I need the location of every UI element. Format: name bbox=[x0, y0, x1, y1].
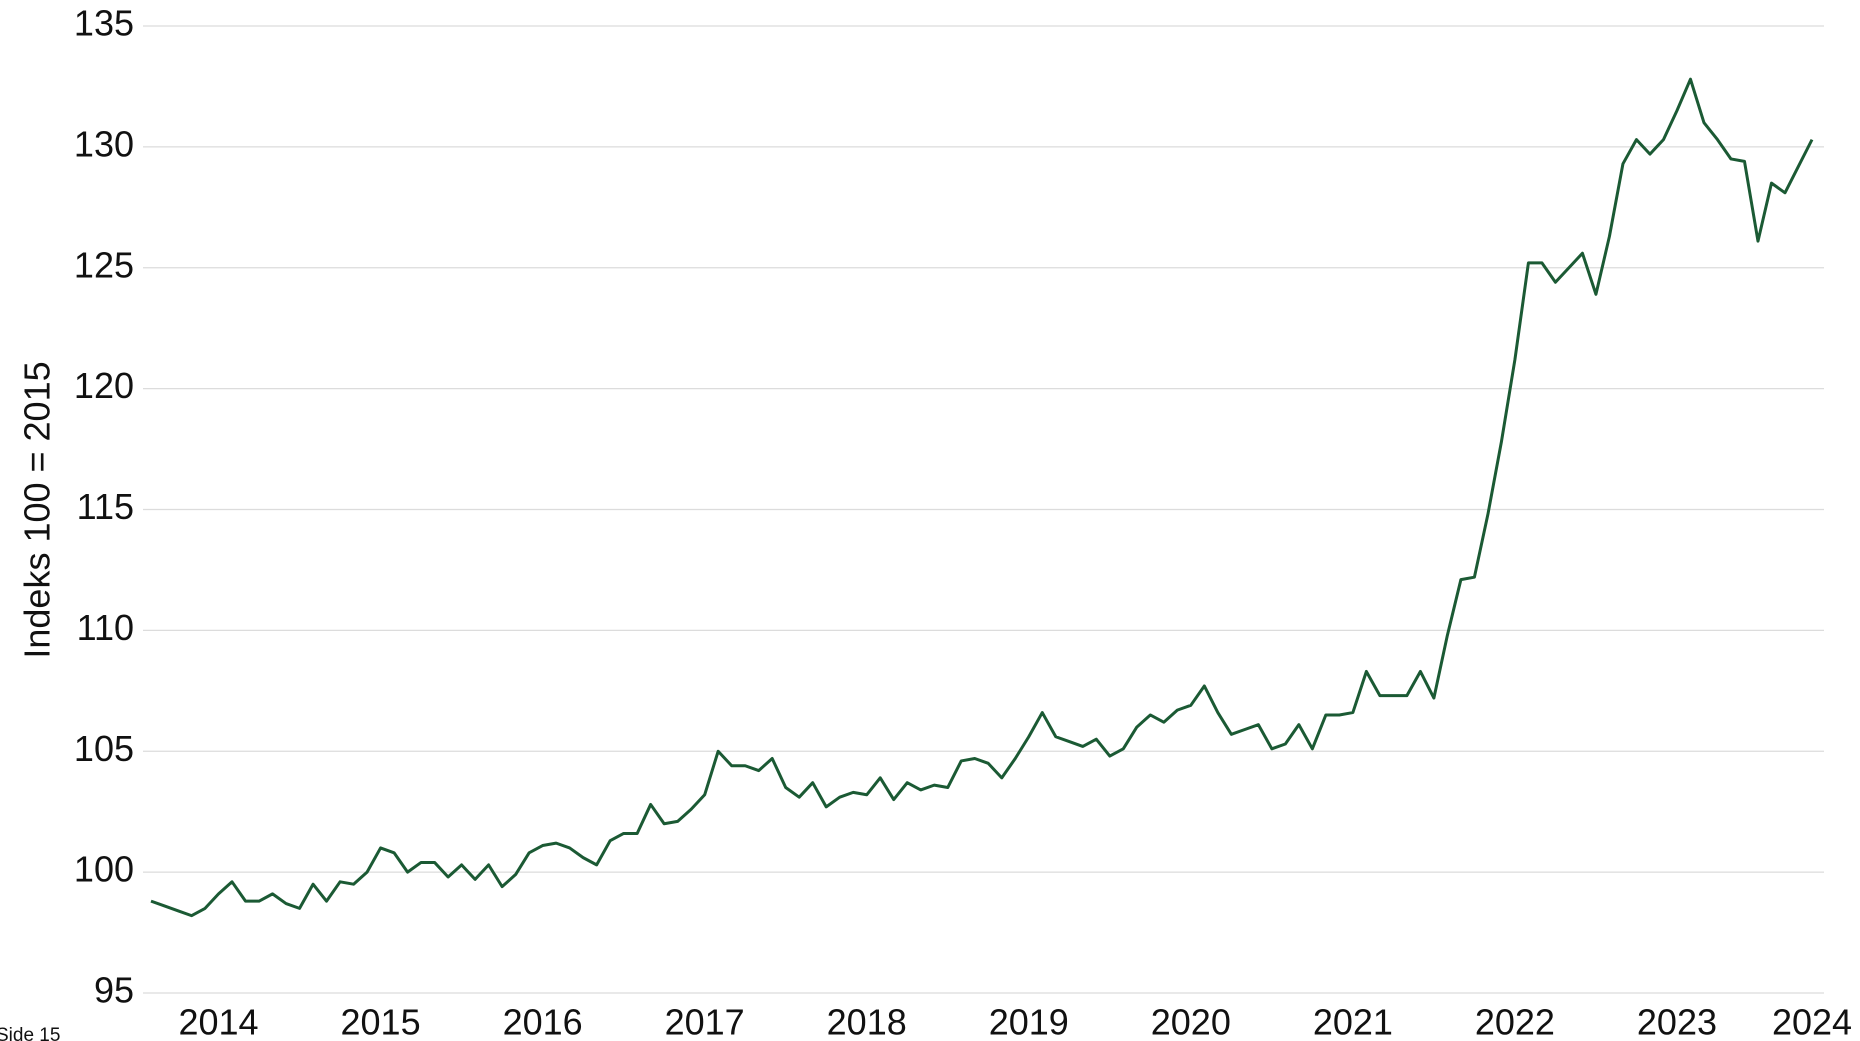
x-tick-label: 2019 bbox=[989, 1002, 1069, 1041]
y-axis-label: Indeks 100 = 2015 bbox=[17, 361, 58, 658]
y-tick-label: 130 bbox=[74, 123, 134, 164]
x-tick-label: 2016 bbox=[503, 1002, 583, 1041]
y-tick-label: 115 bbox=[77, 486, 134, 527]
x-tick-label: 2017 bbox=[665, 1002, 745, 1041]
y-tick-label: 125 bbox=[74, 244, 134, 285]
data-line bbox=[150, 77, 1814, 918]
x-tick-label: 2024 bbox=[1772, 1002, 1852, 1041]
y-tick-label: 105 bbox=[74, 728, 134, 769]
x-tick-label: 2023 bbox=[1637, 1002, 1717, 1041]
y-tick-label: 135 bbox=[74, 3, 134, 44]
y-tick-label: 100 bbox=[74, 849, 134, 890]
x-tick-label: 2021 bbox=[1313, 1002, 1393, 1041]
x-tick-label: 2015 bbox=[341, 1002, 421, 1041]
x-tick-label: 2014 bbox=[178, 1002, 258, 1041]
footer: Side 15 bbox=[0, 1025, 60, 1041]
x-tick-label: 2020 bbox=[1151, 1002, 1231, 1041]
y-tick-label: 120 bbox=[74, 365, 134, 406]
y-tick-label: 95 bbox=[94, 970, 134, 1011]
x-tick-label: 2018 bbox=[827, 1002, 907, 1041]
x-tick-label: 2022 bbox=[1475, 1002, 1555, 1041]
y-tick-label: 110 bbox=[77, 607, 134, 648]
